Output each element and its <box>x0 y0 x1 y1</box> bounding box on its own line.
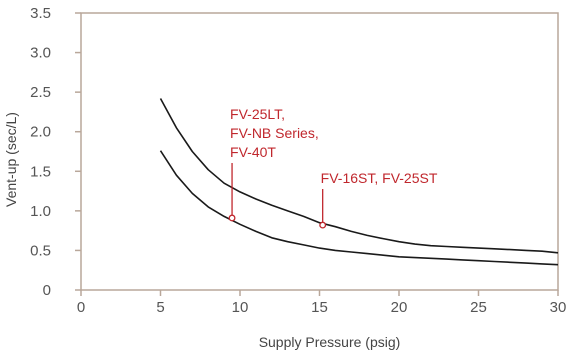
series-line-2 <box>159 150 559 266</box>
series-group <box>159 98 559 266</box>
x-tick-label: 15 <box>311 299 328 316</box>
y-tick-label: 3.5 <box>30 5 51 22</box>
x-tick-label: 25 <box>470 299 487 316</box>
y-tick-label: 1.0 <box>30 203 51 220</box>
annotation-marker <box>228 214 236 222</box>
y-tick-label: 0 <box>43 282 51 299</box>
annotations: FV-25LT, FV-NB Series, FV-40T FV-16ST, FV-2… <box>228 106 438 229</box>
series-line-1 <box>159 98 559 254</box>
annotation-marker <box>319 221 327 229</box>
x-tick-label: 20 <box>391 299 408 316</box>
x-axis-label: Supply Pressure (psig) <box>259 334 401 350</box>
x-tick-label: 30 <box>550 299 567 316</box>
annotation-label: FV-NB Series, <box>230 125 319 141</box>
annotation-label: FV-16ST, FV-25ST <box>321 170 438 186</box>
x-tick-label: 10 <box>232 299 249 316</box>
y-tick-label: 1.5 <box>30 163 51 180</box>
y-tick-label: 2.0 <box>30 124 51 141</box>
x-tick-label: 5 <box>156 299 164 316</box>
y-tick-label: 0.5 <box>30 242 51 259</box>
x-ticks: 0 5 10 15 20 25 30 <box>77 290 567 316</box>
y-ticks: 0 0.5 1.0 1.5 2.0 2.5 3.0 3.5 <box>30 5 81 299</box>
y-tick-label: 3.0 <box>30 45 51 62</box>
y-axis-label: Vent-up (sec/L) <box>3 112 19 207</box>
x-tick-label: 0 <box>77 299 85 316</box>
annotation-label: FV-40T <box>230 144 276 160</box>
annotation-label: FV-25LT, <box>230 106 285 122</box>
y-tick-label: 2.5 <box>30 84 51 101</box>
